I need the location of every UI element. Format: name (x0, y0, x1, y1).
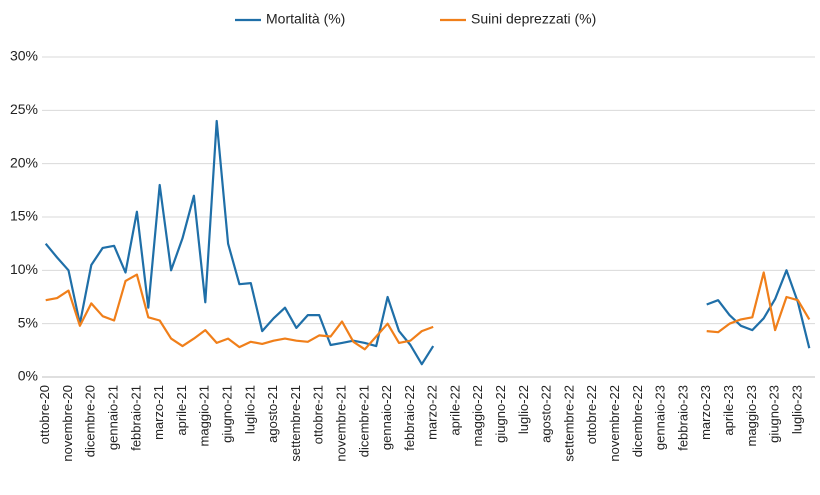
x-tick-label: gennaio-22 (379, 385, 394, 450)
y-tick-label: 0% (18, 368, 38, 384)
x-tick-label: luglio-21 (242, 385, 257, 434)
x-tick-label: luglio-22 (516, 385, 531, 434)
x-tick-label: marzo-22 (425, 385, 440, 440)
x-tick-label: febbraio-21 (128, 385, 143, 451)
x-tick-label: aprile-21 (174, 385, 189, 436)
x-tick-label: agosto-21 (265, 385, 280, 443)
x-tick-label: giugno-21 (219, 385, 234, 443)
series-line (45, 271, 811, 351)
x-tick-label: novembre-22 (607, 385, 622, 462)
x-tick-label: gennaio-23 (653, 385, 668, 450)
x-tick-label: marzo-23 (698, 385, 713, 440)
x-tick-label: dicembre-22 (630, 385, 645, 457)
legend-label: Mortalità (%) (266, 11, 345, 27)
x-tick-label: settembre-21 (288, 385, 303, 462)
x-tick-label: novembre-21 (333, 385, 348, 462)
y-tick-label: 30% (10, 48, 38, 64)
x-tick-label: marzo-21 (151, 385, 166, 440)
series-line (44, 119, 811, 366)
x-tick-label: gennaio-21 (106, 385, 121, 450)
legend-label: Suini deprezzati (%) (471, 11, 596, 27)
y-tick-label: 5% (18, 314, 38, 330)
x-tick-label: dicembre-21 (356, 385, 371, 457)
y-tick-label: 10% (10, 261, 38, 277)
x-tick-label: giugno-22 (493, 385, 508, 443)
x-tick-label: maggio-23 (744, 385, 759, 446)
x-tick-label: giugno-23 (767, 385, 782, 443)
y-tick-label: 25% (10, 101, 38, 117)
x-tick-label: agosto-22 (539, 385, 554, 443)
x-tick-label: maggio-22 (470, 385, 485, 446)
x-tick-label: febbraio-23 (675, 385, 690, 451)
x-tick-label: aprile-22 (447, 385, 462, 436)
x-tick-label: settembre-22 (561, 385, 576, 462)
x-tick-label: aprile-23 (721, 385, 736, 436)
x-tick-label: ottobre-21 (311, 385, 326, 444)
y-tick-label: 20% (10, 154, 38, 170)
x-tick-label: luglio-23 (789, 385, 804, 434)
x-tick-label: ottobre-20 (37, 385, 52, 444)
x-tick-label: ottobre-22 (584, 385, 599, 444)
x-tick-label: maggio-21 (197, 385, 212, 446)
x-tick-label: febbraio-22 (402, 385, 417, 451)
y-tick-label: 15% (10, 208, 38, 224)
x-tick-label: dicembre-20 (83, 385, 98, 457)
x-tick-label: novembre-20 (60, 385, 75, 462)
